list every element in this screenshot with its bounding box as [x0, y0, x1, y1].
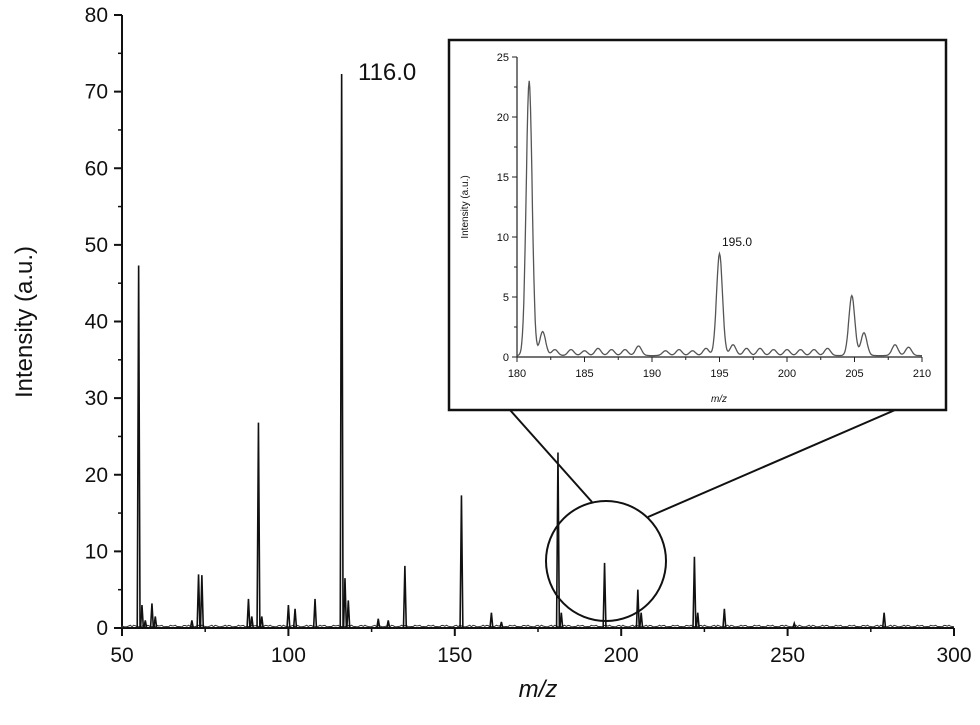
main-peak: [149, 603, 155, 629]
main-x-tick-label: 50: [110, 644, 133, 667]
inset-y-tick-label: 10: [497, 232, 509, 244]
main-y-tick-label: 60: [85, 157, 108, 180]
inset-y-tick-label: 0: [503, 352, 509, 364]
inset-y-ticks: 0 5 10 15 20 25: [497, 52, 517, 364]
main-peak: [635, 589, 641, 629]
main-peak: [489, 612, 494, 629]
inset-y-tick-label: 20: [497, 112, 509, 124]
main-peak: [259, 616, 264, 629]
main-x-axis-label: m/z: [519, 676, 558, 703]
inset-spectrum-trace: [516, 80, 922, 357]
main-x-tick-label: 200: [604, 644, 639, 667]
main-x-tick-label: 300: [936, 644, 971, 667]
main-x-tick-label: 100: [271, 644, 306, 667]
main-peak: [638, 612, 644, 629]
main-peak: [722, 608, 727, 629]
main-peak: [312, 598, 318, 629]
inset-x-tick-label: 195: [710, 368, 728, 380]
zoom-connector-left: [509, 409, 593, 503]
main-y-tick-label: 10: [85, 540, 108, 563]
main-y-tick-label: 30: [85, 387, 108, 410]
main-y-tick-label: 50: [85, 234, 108, 257]
main-spectrum-peaks: [136, 73, 887, 629]
inset-x-tick-label: 210: [913, 368, 931, 380]
inset-peak-annotation: 195.0: [722, 235, 752, 249]
inset-y-tick-label: 5: [503, 292, 509, 304]
main-y-ticks: 0 10 20 30 40 50 60 70 80: [85, 4, 122, 640]
main-peak: [189, 620, 195, 629]
main-y-tick-label: 0: [96, 617, 108, 640]
main-x-ticks: 50 100 150 200 250 300: [110, 628, 972, 667]
main-peak: [196, 574, 201, 629]
inset-chart: 0 5 10 15 20 25 180 185 190 195 200 205 210 195.0 I…: [447, 38, 948, 412]
main-y-tick-label: 80: [85, 4, 108, 27]
inset-x-tick-label: 185: [575, 368, 593, 380]
main-peak: [199, 575, 205, 629]
inset-y-axis-label: Intensity (a.u.): [460, 175, 471, 238]
main-y-axis-label: Intensity (a.u.): [11, 246, 38, 398]
main-peak: [249, 616, 254, 629]
main-peak: [339, 73, 344, 629]
main-x-tick-label: 250: [770, 644, 805, 667]
inset-x-axis-label: m/z: [711, 394, 727, 405]
inset-x-ticks: 180 185 190 195 200 205 210: [508, 357, 931, 380]
main-peak: [881, 612, 887, 629]
main-peak: [246, 598, 251, 629]
main-peak: [402, 565, 408, 629]
inset-x-tick-label: 180: [508, 368, 526, 380]
inset-y-tick-label: 15: [497, 172, 509, 184]
main-peak: [386, 620, 391, 629]
main-peak: [602, 562, 607, 629]
inset-x-tick-label: 205: [845, 368, 863, 380]
inset-x-tick-label: 190: [643, 368, 661, 380]
main-y-tick-label: 20: [85, 464, 108, 487]
main-peak: [499, 621, 504, 629]
main-peak: [376, 618, 381, 629]
main-peak: [143, 620, 148, 629]
main-peak: [695, 612, 700, 629]
zoom-circle: [545, 500, 667, 622]
zoom-indicator: [509, 409, 896, 622]
main-peak: [459, 495, 464, 629]
main-peak: [292, 608, 298, 629]
main-peak: [346, 600, 351, 629]
zoom-connector-right: [647, 409, 896, 518]
main-peak: [792, 620, 797, 629]
inset-x-tick-label: 200: [778, 368, 796, 380]
main-peak: [256, 422, 261, 629]
main-peak: [559, 612, 564, 629]
main-peak: [342, 578, 348, 629]
main-peak: [555, 452, 561, 629]
main-peak: [139, 604, 145, 629]
main-peak: [286, 604, 291, 629]
main-peak: [153, 616, 158, 629]
main-y-tick-label: 70: [85, 81, 108, 104]
inset-y-tick-label: 25: [497, 52, 509, 64]
main-y-tick-label: 40: [85, 311, 108, 334]
main-peak-annotation: 116.0: [358, 59, 416, 86]
main-peak: [692, 556, 697, 629]
inset-frame: [447, 38, 948, 412]
main-peak: [136, 265, 141, 629]
main-x-tick-label: 150: [437, 644, 472, 667]
